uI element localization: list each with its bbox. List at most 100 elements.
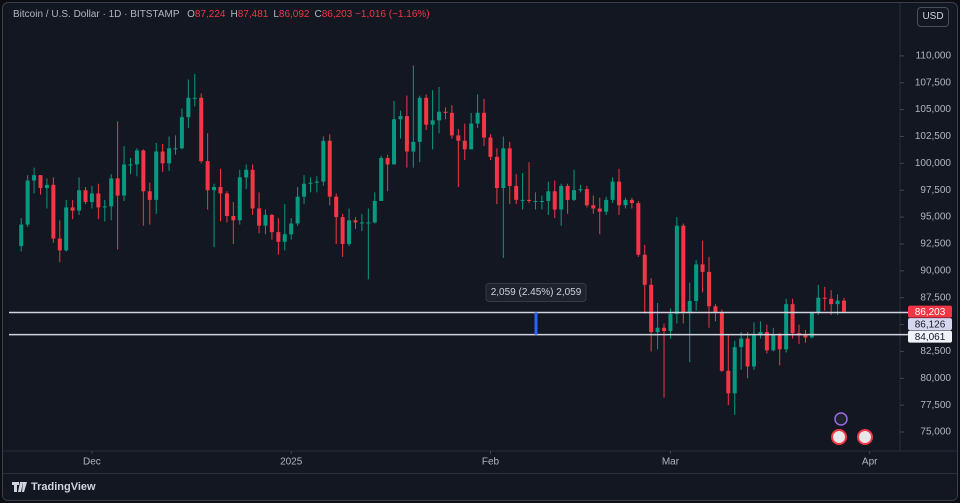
candle-body: [469, 123, 474, 150]
y-tick-label: 102,500: [915, 131, 952, 142]
measure-label: 2,059 (2.45%) 2,059: [491, 287, 582, 298]
candle-body: [276, 232, 281, 242]
ohlc-key: L: [273, 9, 279, 20]
candle-body: [649, 284, 654, 333]
candle-body: [295, 196, 300, 224]
x-tick-label: Apr: [862, 457, 878, 468]
candle-body: [224, 193, 229, 217]
candle-body: [752, 335, 757, 367]
candle-body: [366, 222, 371, 224]
price-tag: [908, 318, 952, 331]
candle-body: [719, 312, 724, 371]
candle-body: [514, 185, 519, 200]
y-tick-label: 75,000: [920, 427, 951, 438]
chart: 75,00077,50080,00082,50085,00087,50090,0…: [3, 3, 957, 468]
candle-body: [353, 220, 358, 223]
price-tag: [908, 330, 952, 343]
candle-body: [77, 190, 82, 211]
x-tick-label: 2025: [280, 457, 303, 468]
candle-body: [520, 199, 525, 201]
candle-body: [282, 234, 287, 242]
y-tick-label: 87,500: [920, 292, 951, 303]
candle-body: [269, 214, 274, 233]
price-tag-label: 86,203: [915, 307, 946, 318]
candle-body: [417, 97, 422, 142]
y-tick-label: 77,500: [920, 400, 951, 411]
candle-body: [835, 300, 840, 305]
candle-body: [809, 312, 814, 338]
candle-body: [134, 150, 139, 165]
candle-body: [96, 193, 101, 208]
candle-body: [591, 205, 596, 209]
candle-body: [32, 175, 37, 181]
candle-body: [655, 327, 660, 333]
candle-body: [803, 335, 808, 338]
candle-body: [507, 148, 512, 186]
brand-logo: [12, 482, 27, 492]
y-tick-label: 95,000: [920, 212, 951, 223]
candle-body: [527, 199, 532, 201]
candle-body: [713, 306, 718, 313]
candle-body: [449, 112, 454, 136]
symbol-legend: Bitcoin / U.S. Dollar · 1D · BITSTAMP O8…: [13, 9, 430, 20]
candle-body: [244, 169, 249, 178]
candle-body: [263, 214, 268, 226]
candle-body: [572, 190, 577, 200]
candle-body: [623, 199, 628, 206]
event-icon: [834, 412, 848, 426]
y-tick-label: 82,500: [920, 346, 951, 357]
candle-body: [289, 223, 294, 235]
measure-box: [485, 282, 587, 302]
candle-body: [726, 370, 731, 394]
candle-body: [546, 191, 551, 201]
x-tick-label: Mar: [662, 457, 680, 468]
brand-name[interactable]: TradingView: [31, 481, 96, 493]
ohlc-key: H: [230, 9, 238, 20]
candle-body: [539, 200, 544, 202]
candle-body: [430, 120, 435, 125]
price-tag-label: 84,061: [915, 332, 946, 343]
candle-body: [231, 216, 236, 221]
candle-body: [642, 254, 647, 285]
currency-button[interactable]: USD: [917, 7, 949, 27]
candle-body: [192, 97, 197, 99]
candle-body: [25, 180, 30, 225]
candle-body: [771, 334, 776, 351]
y-tick-label: 105,000: [915, 104, 952, 115]
ohlc-key: C: [314, 9, 322, 20]
price-tag-label: 86,126: [915, 319, 946, 330]
candle-body: [250, 169, 255, 209]
candle-body: [739, 338, 744, 348]
x-tick-label: Feb: [482, 457, 500, 468]
candle-body: [212, 186, 217, 191]
footer: TradingView: [3, 473, 957, 500]
change-percent: (−1.16%): [388, 9, 430, 20]
y-tick-label: 92,500: [920, 239, 951, 250]
candle-body: [64, 207, 69, 251]
candle-body: [340, 217, 345, 244]
candle-body: [257, 208, 262, 226]
candle-body: [167, 148, 172, 164]
candle-body: [559, 185, 564, 210]
candle-body: [790, 304, 795, 334]
candle-body: [218, 186, 223, 194]
candle-body: [379, 157, 384, 201]
candle-body: [533, 200, 538, 202]
candle-body: [681, 225, 686, 313]
candle-body: [321, 140, 326, 182]
candle-body: [302, 183, 307, 197]
candle-body: [327, 140, 332, 197]
candle-body: [308, 182, 313, 184]
candle-body: [822, 297, 827, 299]
candle-body: [205, 161, 210, 191]
candle-body: [392, 119, 397, 165]
candle-body: [334, 196, 339, 218]
y-tick-label: 97,500: [920, 185, 951, 196]
y-tick-label: 107,500: [915, 77, 952, 88]
candle-body: [147, 191, 152, 200]
candle-body: [411, 141, 416, 152]
candle-body: [160, 151, 165, 164]
candle-body: [816, 297, 821, 313]
ohlc-value: 86,092: [278, 9, 310, 20]
